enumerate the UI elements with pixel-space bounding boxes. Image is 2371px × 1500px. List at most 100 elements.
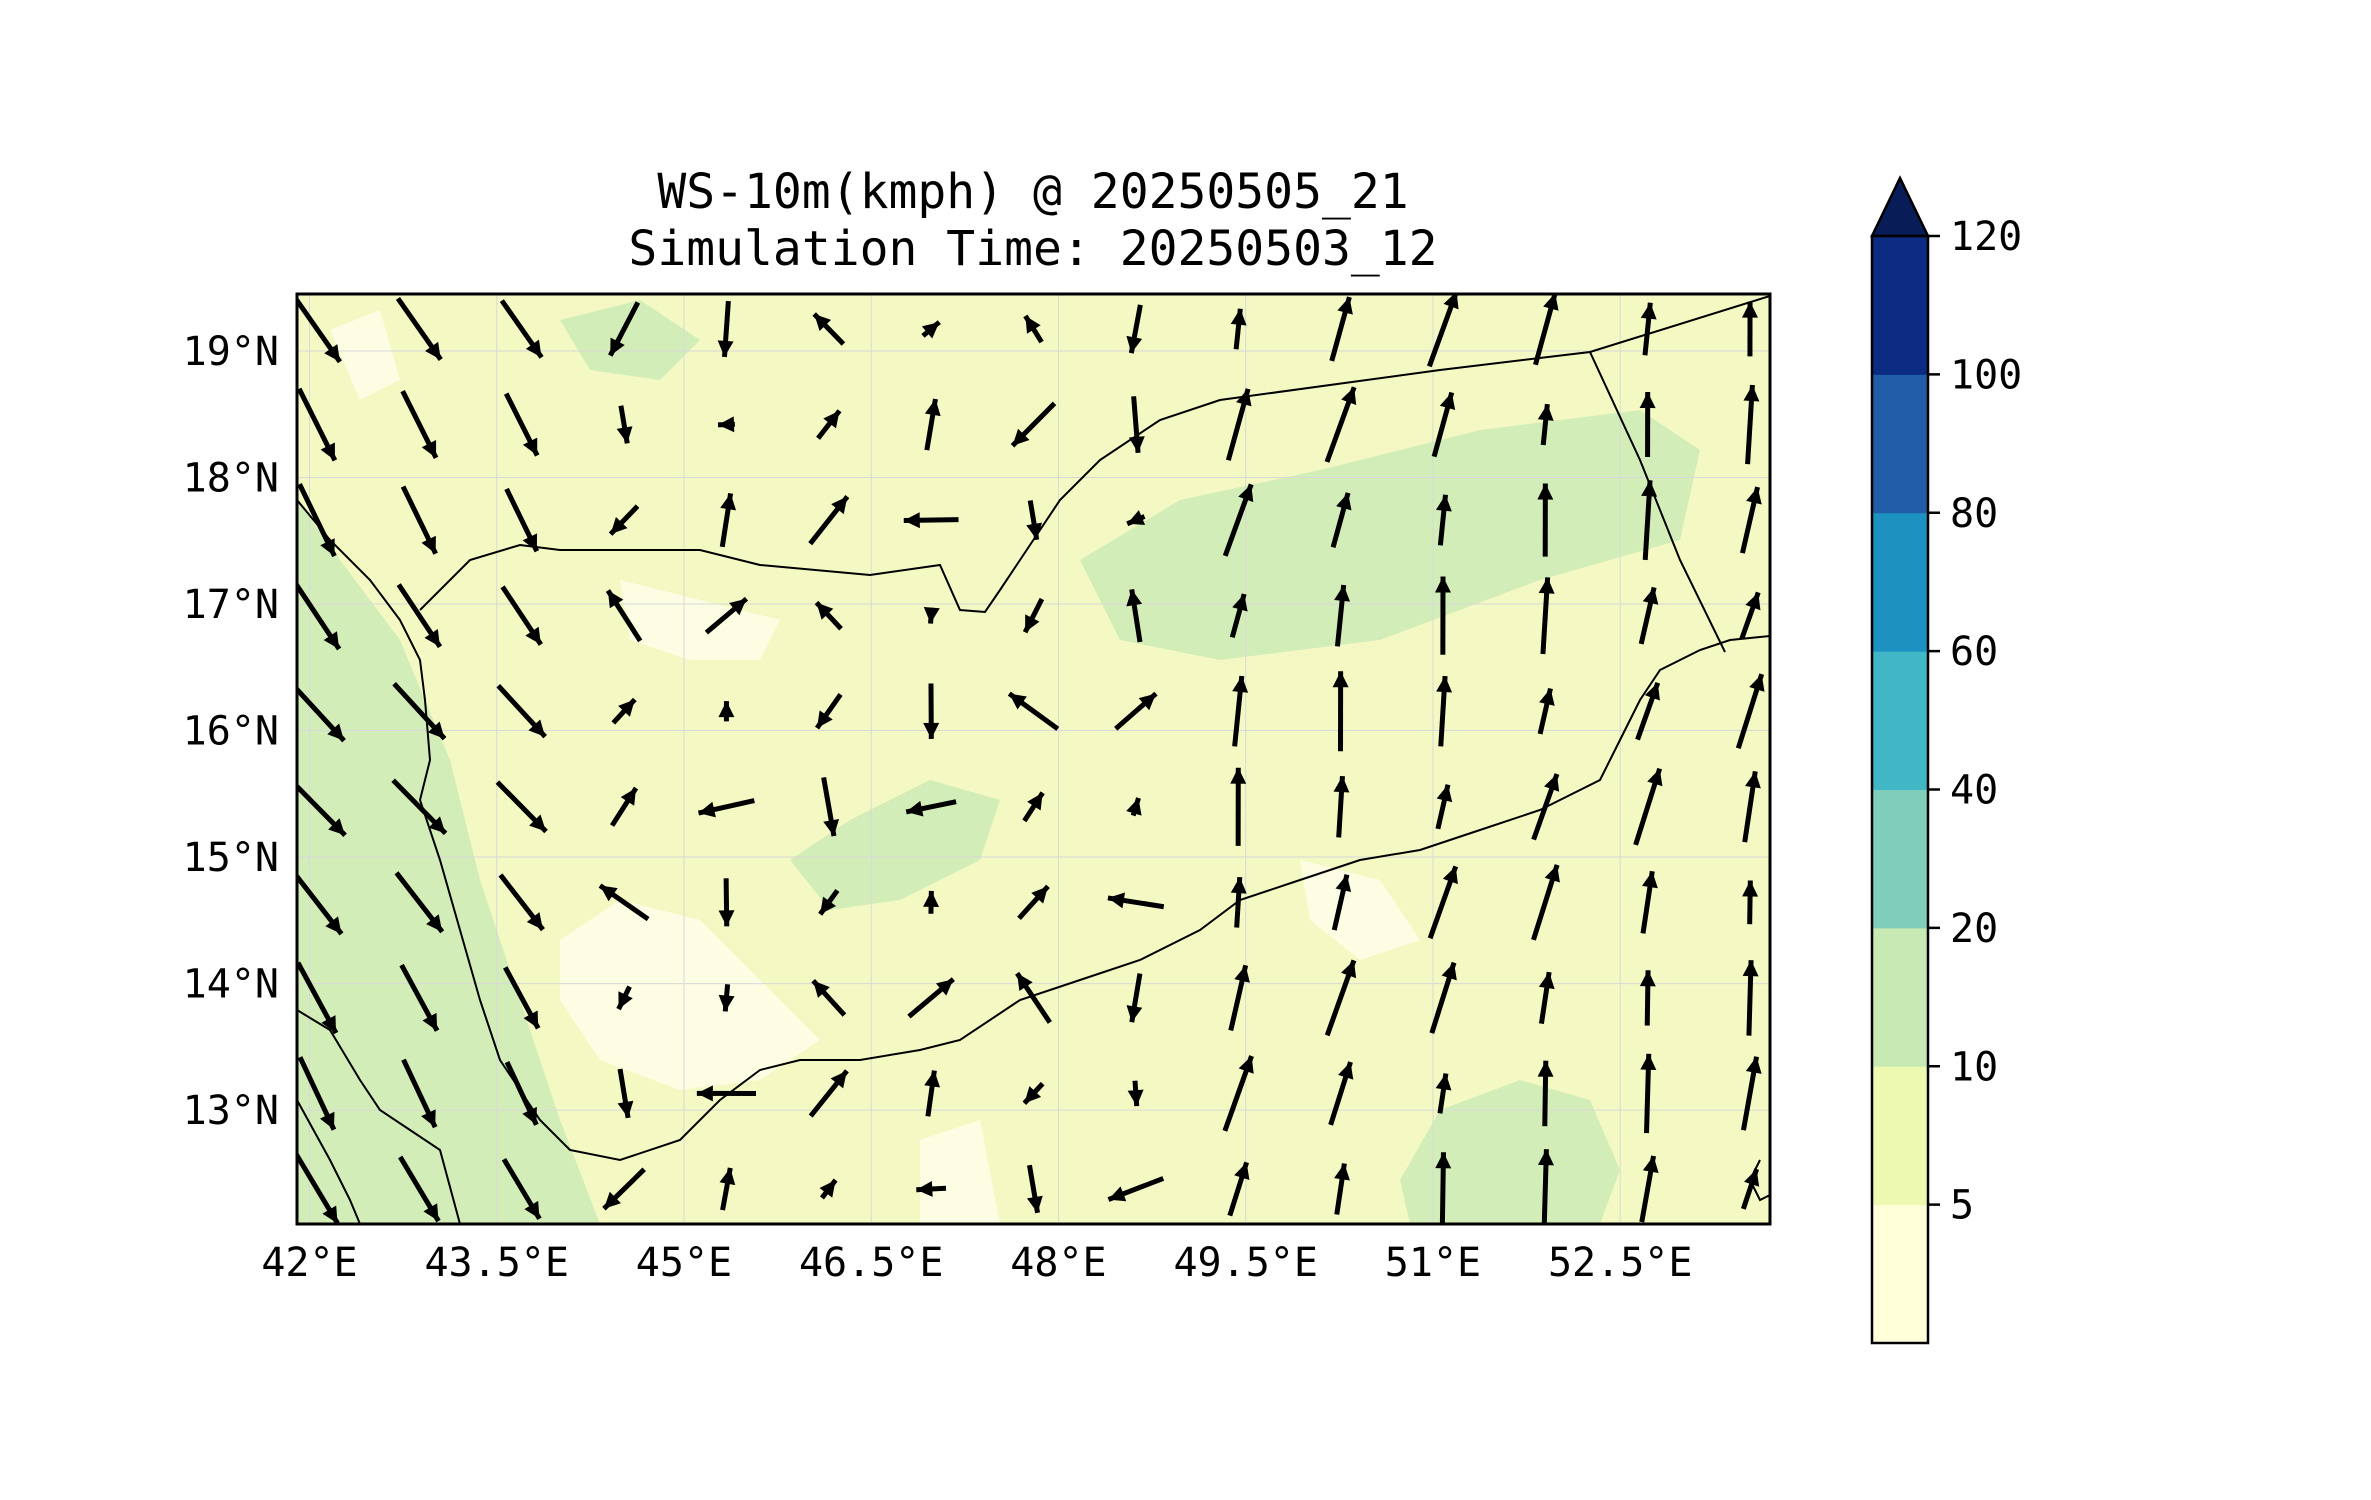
contour-5-10-south — [920, 1120, 1000, 1224]
wind-arrow-head — [1025, 614, 1040, 633]
colorbar-segment — [1872, 374, 1928, 514]
wind-arrow — [1633, 767, 1663, 846]
y-tick-label: 19°N — [183, 329, 279, 375]
wind-arrow — [1017, 884, 1050, 920]
wind-arrow — [812, 312, 846, 346]
wind-arrow — [1228, 964, 1250, 1031]
wind-arrow-head — [428, 816, 446, 834]
wind-arrow-head — [1746, 487, 1762, 505]
wind-arrow-head — [1544, 864, 1560, 883]
wind-arrow — [921, 320, 941, 339]
wind-arrow-head — [1745, 1056, 1762, 1074]
wind-arrow-head — [1543, 294, 1559, 311]
wind-arrow — [1640, 870, 1658, 934]
wind-arrow — [1740, 1168, 1760, 1210]
contour-20-40-southeast — [1400, 1080, 1620, 1224]
wind-arrow-head — [1341, 960, 1357, 979]
wind-arrow — [1328, 1061, 1354, 1126]
wind-arrow — [1638, 586, 1659, 645]
wind-arrow-head — [816, 602, 834, 620]
x-tick-label: 42°E — [261, 1240, 357, 1286]
wind-arrow — [396, 583, 443, 649]
wind-arrow-head — [820, 896, 837, 915]
wind-arrow — [1740, 1056, 1762, 1131]
wind-arrow — [1126, 973, 1143, 1023]
wind-arrow-head — [1743, 1169, 1760, 1187]
wind-arrow — [1330, 492, 1352, 549]
wind-arrow — [504, 487, 540, 553]
y-tick-label: 14°N — [183, 962, 279, 1008]
wind-arrow-head — [1642, 871, 1658, 889]
wind-arrow — [602, 1167, 646, 1211]
contour-20-40-west-coast — [297, 500, 600, 1224]
wind-arrow — [1007, 691, 1060, 731]
wind-arrow-head — [522, 533, 538, 552]
wind-arrow — [1023, 314, 1044, 344]
wind-arrow-head — [819, 1180, 836, 1198]
wind-arrow — [1230, 308, 1247, 350]
wind-arrow — [1538, 577, 1555, 655]
wind-arrow-head — [1443, 294, 1459, 310]
wind-arrow — [608, 504, 640, 536]
wind-arrow-head — [1107, 892, 1125, 909]
wind-arrow-head — [1439, 392, 1456, 411]
wind-arrow-head — [616, 426, 633, 444]
wind-arrow-head — [1017, 973, 1033, 992]
wind-arrow — [1232, 675, 1249, 747]
wind-arrow-head — [1232, 593, 1248, 612]
wind-arrow-head — [524, 1200, 540, 1219]
x-tick-label: 43.5°E — [424, 1240, 569, 1286]
wind-arrow — [718, 878, 735, 927]
wind-arrow — [923, 890, 940, 914]
wind-arrow-head — [1742, 880, 1759, 897]
wind-arrow-head — [1027, 792, 1043, 811]
wind-arrow-head — [620, 787, 637, 806]
wind-arrow-head — [1537, 404, 1554, 421]
wind-arrow-head — [696, 1085, 713, 1102]
wind-arrow-head — [813, 980, 830, 998]
wind-arrow-head — [1128, 436, 1145, 453]
wind-arrow-head — [923, 722, 940, 739]
wind-arrow — [1735, 673, 1765, 750]
wind-arrow-head — [600, 885, 618, 902]
wind-arrow — [1026, 1164, 1043, 1214]
wind-arrow — [297, 961, 339, 1035]
wind-arrow-head — [1126, 1005, 1143, 1023]
wind-arrow — [924, 1070, 941, 1117]
wind-arrow-head — [421, 440, 437, 458]
wind-arrow — [1639, 1155, 1659, 1223]
wind-arrow-head — [425, 341, 441, 360]
wind-arrow-head — [1238, 484, 1254, 503]
wind-arrow-head — [603, 1191, 621, 1209]
wind-arrow-head — [1138, 693, 1156, 711]
wind-arrow — [1639, 392, 1656, 458]
wind-arrow — [297, 387, 338, 462]
wind-arrow — [1022, 597, 1045, 634]
wind-arrow-head — [1436, 676, 1453, 693]
wind-arrow-head — [718, 994, 735, 1012]
wind-arrow-head — [718, 701, 735, 718]
colorbar-extend-arrow — [1870, 175, 1930, 238]
wind-arrow-head — [1544, 773, 1560, 792]
wind-arrow-head — [522, 1106, 537, 1125]
wind-arrow — [1640, 1053, 1657, 1134]
wind-arrow-head — [328, 818, 346, 836]
wind-arrow-head — [1108, 1186, 1127, 1202]
wind-arrow — [814, 600, 843, 631]
wind-arrow-head — [523, 1010, 539, 1029]
x-tick-label: 45°E — [636, 1240, 732, 1286]
wind-arrow — [1329, 296, 1353, 362]
wind-arrow — [598, 883, 650, 922]
wind-arrow-head — [322, 1205, 338, 1224]
wind-arrow — [1107, 892, 1165, 910]
wind-arrow — [297, 483, 337, 558]
wind-arrow — [500, 585, 543, 646]
wind-arrow-head — [916, 1180, 933, 1197]
wind-arrow-head — [1126, 589, 1143, 607]
wind-arrow — [819, 1178, 838, 1200]
wind-arrow — [718, 701, 735, 722]
wind-arrow-head — [525, 626, 541, 645]
wind-arrow-head — [525, 339, 542, 358]
y-tick-label: 13°N — [183, 1088, 279, 1134]
